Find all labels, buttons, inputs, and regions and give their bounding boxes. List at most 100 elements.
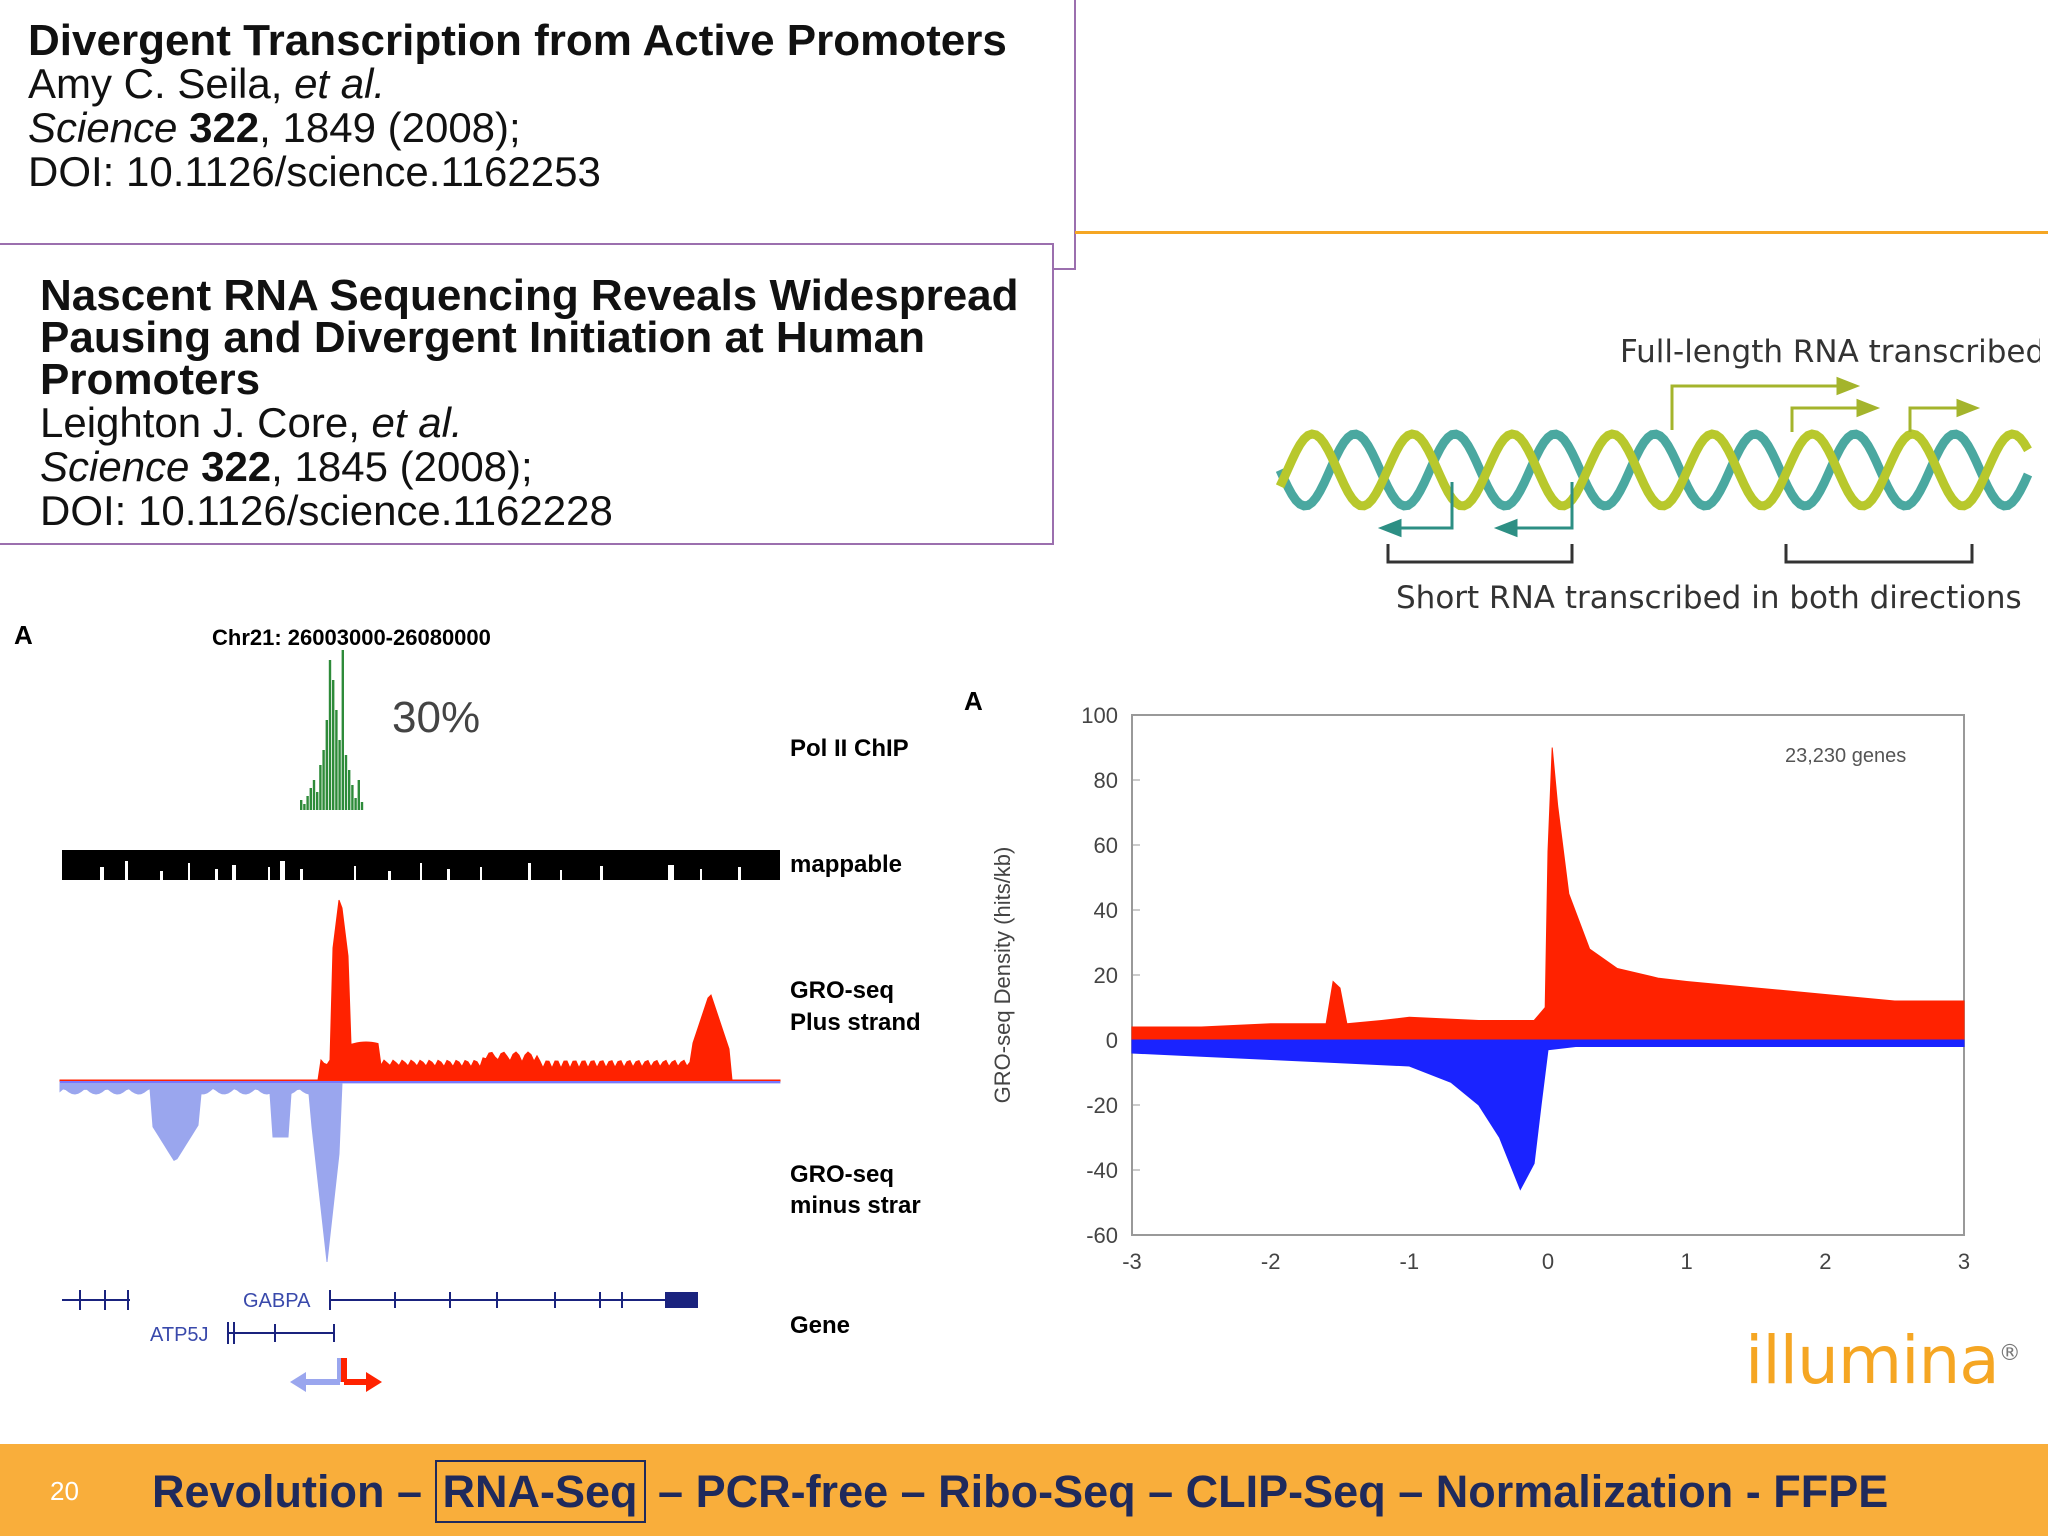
reference-doi: DOI: 10.1126/science.1162253 [28,148,601,195]
mappable-gap [447,869,450,881]
reference-box-core: Nascent RNA Sequencing Reveals Widesprea… [0,243,1054,545]
pol2-chip-bar [332,680,335,810]
mappable-gap [125,861,128,881]
mappable-gap [160,871,163,881]
short-rna-label: Short RNA transcribed in both directions [1396,580,2022,616]
plus-strand-density [1131,747,1965,1041]
mappable-gap [232,865,236,881]
pol2-chip-bar [348,770,351,810]
y-tick-label: -20 [1086,1093,1118,1118]
pol2-chip-bar [335,710,338,810]
mappable-gap [388,871,391,881]
reference-box-seila: Divergent Transcription from Active Prom… [0,0,1076,270]
mappable-gap [668,865,674,881]
x-tick-label: 2 [1819,1249,1831,1274]
pol2-chip-bar [322,750,325,810]
mappable-gap [420,863,422,881]
pol2-chip-bar [309,788,312,810]
pol2-chip-bar [328,660,332,810]
footer-topic-highlight: RNA-Seq [434,1460,646,1523]
mappable-gap [528,863,531,881]
gene-track [62,1290,690,1344]
bracket-lines [1386,544,1974,564]
mappable-gap [700,869,702,881]
y-tick-label: -40 [1086,1158,1118,1183]
reference-title: Pausing and Divergent Initiation at Huma… [40,313,925,362]
gene-count-annotation: 23,230 genes [1785,745,1906,767]
x-tick-label: -3 [1122,1249,1142,1274]
track-label-gro-minus: GRO-seq [790,1161,894,1188]
mappable-gaps [100,861,741,881]
mappable-gap [268,867,270,881]
track-label-gro-plus-2: Plus strand [790,1009,921,1036]
footer-topics: Revolution – RNA-Seq – PCR-free – Ribo-S… [152,1460,1889,1523]
x-tick-label: -1 [1400,1249,1420,1274]
y-tick-label: 100 [1081,703,1118,728]
mappable-gap [280,861,285,881]
pol2-chip-bar [306,796,309,810]
x-tick-label: 1 [1681,1249,1693,1274]
reference-journal: Science 322, 1845 (2008); [40,443,533,490]
panel-label-a: A [964,686,983,716]
reference-title: Promoters [40,355,261,404]
pol2-chip-bar [338,740,341,810]
pol2-chip-bar [319,765,322,810]
x-tick-label: 0 [1542,1249,1554,1274]
mappable-gap [215,869,218,881]
y-tick-label: 0 [1106,1028,1118,1053]
x-tick-label: 3 [1958,1249,1970,1274]
reference-title: Divergent Transcription from Active Prom… [28,16,1007,65]
track-label-mappable: mappable [790,851,902,878]
gene-name-gabpa: GABPA [243,1290,311,1312]
reference-title: Nascent RNA Sequencing Reveals Widesprea… [40,271,1019,320]
track-label-pol2: Pol II ChIP [790,735,909,762]
mappable-gap [560,870,562,881]
slide-number: 20 [50,1476,79,1506]
mappable-gap [738,867,741,881]
pol2-chip-bar [316,792,319,810]
y-ticks: 100 80 60 40 20 0 -20 -40 -60 [1081,703,1140,1248]
divergent-arrows [290,1358,382,1392]
mappable-gap [188,863,190,881]
pol2-chip-bar [357,780,360,810]
panel-label-a: A [14,620,33,650]
pol2-chip-bar [354,798,357,810]
pol2-chip-bar [351,785,354,810]
percent-label: 30% [392,693,480,742]
footer-topic-post: – PCR-free – Ribo-Seq – CLIP-Seq – Norma… [645,1466,1889,1517]
track-label-gene: Gene [790,1312,850,1339]
gro-minus-track [59,1081,781,1263]
illumina-logo: illumina® [1745,1322,2021,1399]
full-length-label: Full-length RNA transcribed [1620,334,2040,370]
footer-bar [0,1444,2048,1536]
chromosome-region: Chr21: 26003000-26080000 [212,625,491,650]
reference-doi: DOI: 10.1126/science.1162228 [40,487,613,534]
y-tick-label: -60 [1086,1223,1118,1248]
y-tick-label: 60 [1094,833,1118,858]
pol2-chip-bar [300,800,303,810]
y-tick-label: 40 [1094,898,1118,923]
full-length-arrows [1670,376,1981,432]
y-axis-label: GRO-seq Density (hits/kb) [990,847,1015,1104]
mappable-gap [300,869,303,881]
x-tick-label: -2 [1261,1249,1281,1274]
gene-name-atp5j: ATP5J [150,1324,209,1346]
track-label-gro-plus: GRO-seq [790,977,894,1004]
dna-strand-a [1275,429,2033,511]
pol2-chip-bar [360,802,364,810]
mappable-gap [600,866,603,881]
pol2-chip-bar [303,804,306,810]
pol2-chip-bar [325,720,328,810]
y-tick-label: 80 [1094,768,1118,793]
footer-topic-pre: Revolution – [152,1466,435,1517]
gro-plus-track [59,899,781,1083]
metagene-chart: A 100 80 60 40 20 0 -20 -40 -60 -3 -2 -1 0 1 2 3 23,23… [964,686,1970,1274]
x-ticks: -3 -2 -1 0 1 2 3 [1122,1249,1970,1274]
reference-journal: Science 322, 1849 (2008); [28,104,521,151]
header-divider [1075,231,2048,234]
pol2-chip-track [300,650,364,810]
pol2-chip-bar [312,780,316,810]
dna-diagram: Full-length RNA transcribed Short RNA tr… [1275,334,2040,616]
genome-browser-panel: A Chr21: 26003000-26080000 30% Pol II Ch… [14,620,921,1392]
track-label-gro-minus-2: minus strar [790,1192,921,1219]
